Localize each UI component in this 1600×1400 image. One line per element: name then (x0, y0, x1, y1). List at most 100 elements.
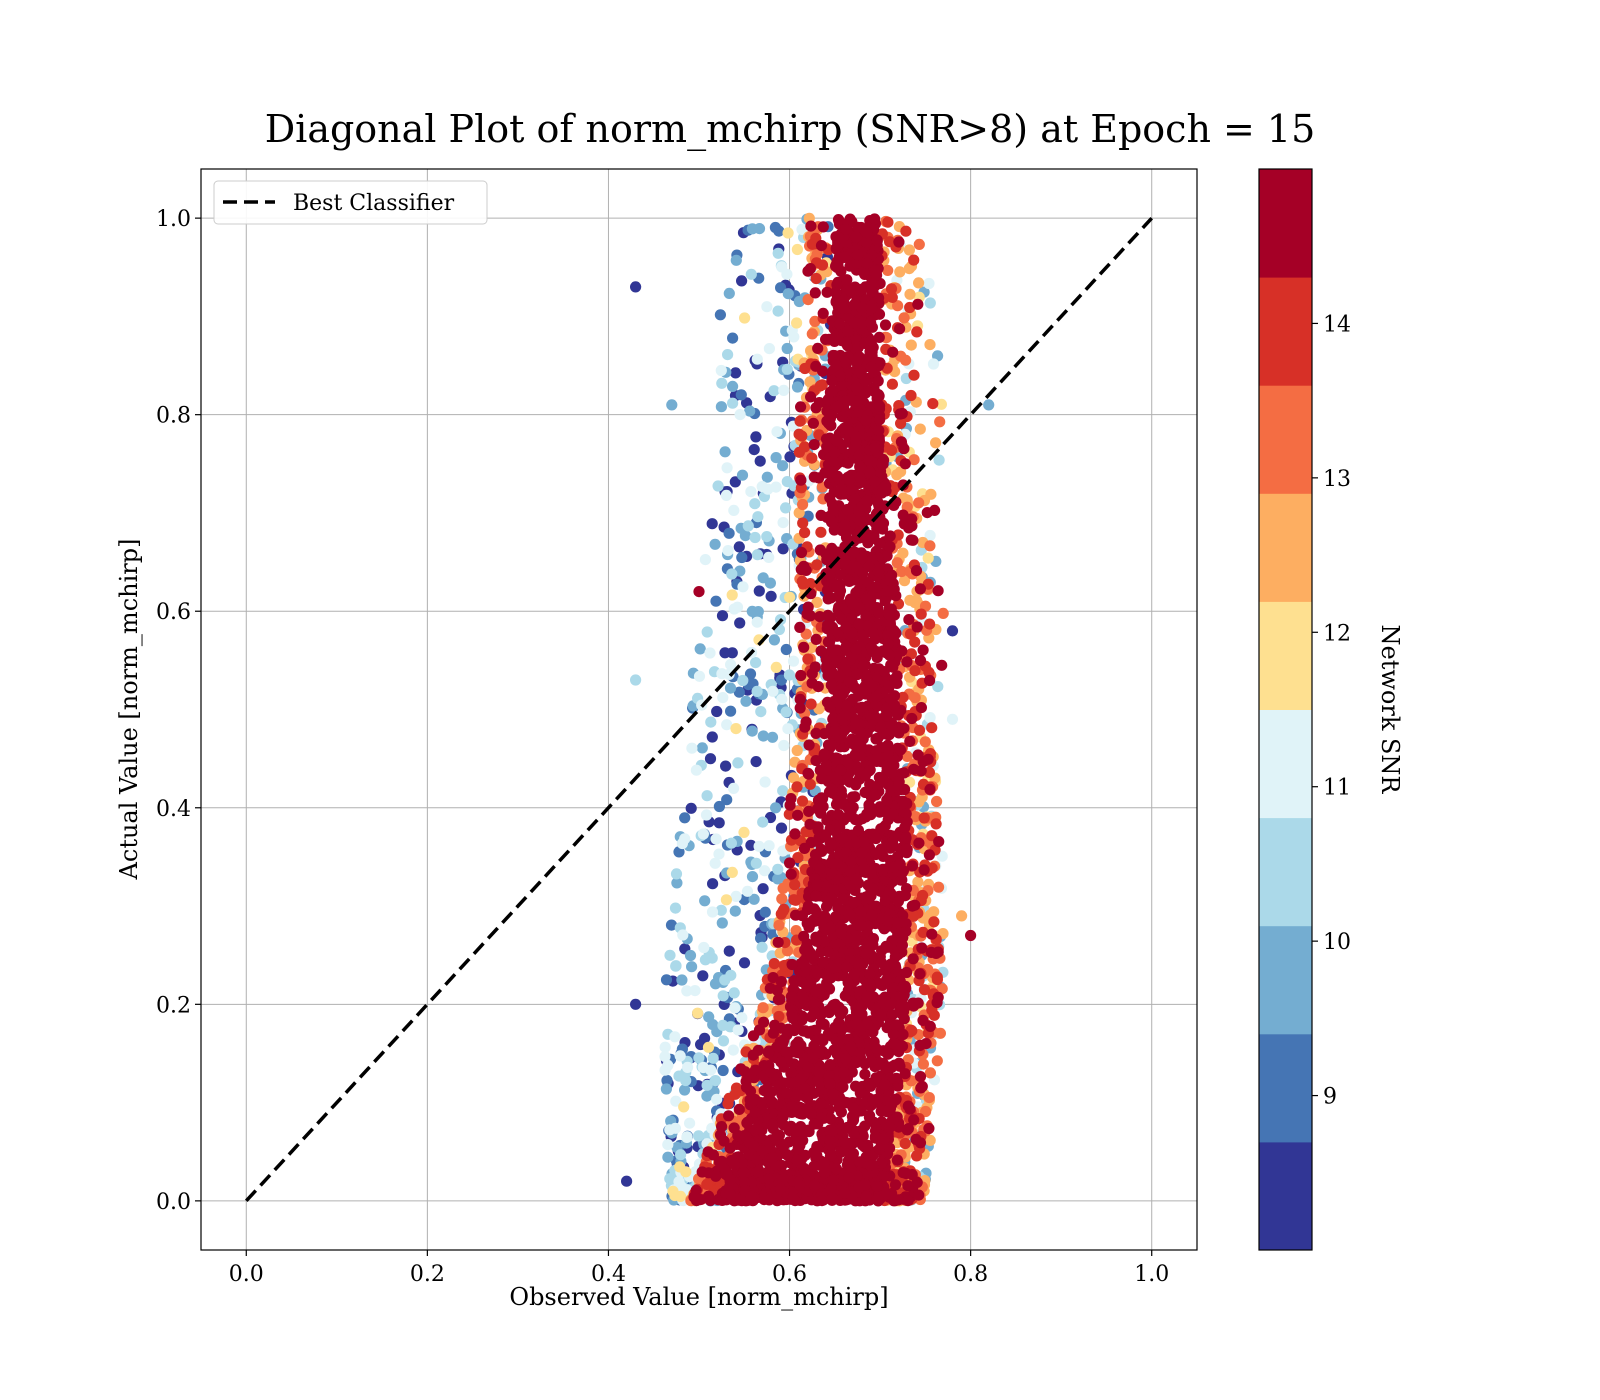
scatter-point (630, 674, 642, 686)
scatter-point (803, 768, 815, 780)
scatter-point (750, 756, 762, 768)
scatter-point (690, 764, 703, 776)
scatter-point (678, 1101, 690, 1113)
scatter-point (817, 221, 829, 233)
scatter-point (829, 1021, 841, 1034)
scatter-point (734, 409, 746, 421)
scatter-point (887, 661, 899, 673)
scatter-point (767, 1027, 780, 1039)
scatter-point (724, 682, 737, 694)
scatter-point (728, 1158, 741, 1170)
scatter-point (733, 686, 745, 698)
scatter-point (719, 446, 731, 458)
scatter-point (871, 652, 883, 664)
scatter-point (812, 1118, 824, 1130)
scatter-point (780, 643, 792, 656)
scatter-point (660, 1083, 673, 1095)
scatter-point (910, 565, 923, 577)
scatter-point (671, 877, 683, 889)
scatter-point (674, 1050, 686, 1062)
scatter-point (665, 919, 678, 931)
scatter-point (795, 546, 808, 559)
scatter-point (840, 641, 852, 653)
scatter-point (762, 1047, 775, 1059)
scatter-point (896, 565, 908, 578)
scatter-point (757, 883, 769, 895)
scatter-point (897, 547, 909, 559)
scatter-point (736, 275, 748, 287)
scatter-point (745, 486, 757, 498)
scatter-point (946, 713, 959, 725)
scatter-point (710, 833, 722, 845)
scatter-point (772, 936, 784, 948)
scatter-point (784, 799, 796, 811)
scatter-point (697, 970, 709, 982)
scatter-point (767, 1097, 779, 1109)
scatter-point (814, 863, 826, 875)
scatter-point (798, 560, 810, 572)
scatter-point (815, 843, 827, 855)
scatter-point (795, 474, 807, 486)
scatter-point (679, 812, 691, 824)
scatter-point (892, 1194, 904, 1206)
scatter-point (659, 1041, 671, 1053)
scatter-point (908, 997, 920, 1009)
scatter-point (772, 863, 784, 875)
scatter-point (777, 543, 789, 555)
scatter-point (744, 405, 756, 417)
scatter-point (865, 1055, 877, 1067)
scatter-point (721, 462, 733, 474)
scatter-point (758, 1016, 770, 1028)
scatter-point (809, 287, 821, 299)
scatter-point (874, 413, 886, 426)
scatter-point (852, 824, 865, 836)
scatter-point (983, 399, 995, 411)
scatter-point (733, 1103, 745, 1115)
scatter-point (675, 1149, 687, 1161)
scatter-point (913, 238, 925, 250)
scatter-point (791, 781, 803, 793)
scatter-point (897, 1028, 909, 1041)
scatter-point (777, 785, 789, 797)
scatter-point (758, 1085, 770, 1097)
scatter-point (898, 575, 911, 587)
scatter-point (854, 1087, 866, 1099)
scatter-point (923, 849, 936, 861)
scatter-point (822, 946, 834, 958)
scatter-point (827, 1088, 839, 1100)
scatter-point (812, 681, 824, 693)
scatter-point (909, 811, 922, 823)
scatter-point (775, 822, 788, 834)
scatter-point (823, 786, 836, 798)
scatter-point (701, 790, 713, 802)
scatter-point (891, 469, 903, 481)
scatter-point (927, 398, 939, 410)
scatter-point (918, 864, 930, 876)
scatter-point (924, 1020, 936, 1032)
scatter-point (675, 1190, 687, 1202)
scatter-point (817, 307, 829, 319)
scatter-point (879, 894, 891, 907)
scatter-point (870, 789, 882, 801)
scatter-point (786, 1101, 799, 1113)
scatter-point (889, 1179, 902, 1191)
scatter-point (741, 885, 754, 897)
scatter-point (901, 966, 913, 979)
scatter-point (835, 785, 847, 797)
scatter-point (763, 343, 776, 355)
scatter-point (694, 1194, 707, 1206)
scatter-point (702, 1041, 715, 1053)
scatter-point (723, 287, 735, 299)
scatter-point (798, 842, 811, 855)
scatter-point (903, 614, 915, 626)
scatter-point (933, 836, 945, 848)
scatter-point (769, 221, 782, 234)
scatter-point (840, 621, 852, 633)
scatter-point (694, 643, 706, 655)
scatter-point (915, 1082, 927, 1094)
scatter-point (745, 268, 757, 280)
scatter-point (812, 803, 824, 815)
scatter-point (924, 540, 936, 552)
scatter-point (736, 551, 748, 564)
scatter-point (849, 813, 861, 826)
